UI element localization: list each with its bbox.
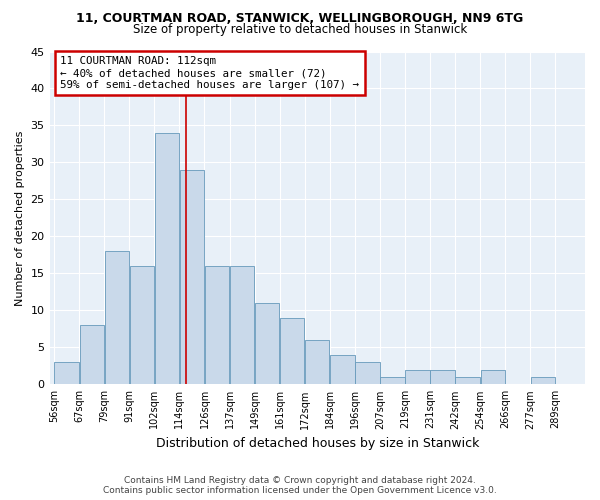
Bar [255,303,280,384]
X-axis label: Distribution of detached houses by size in Stanwick: Distribution of detached houses by size … [155,437,479,450]
Bar [280,318,304,384]
Bar [80,325,104,384]
Text: Contains HM Land Registry data © Crown copyright and database right 2024.
Contai: Contains HM Land Registry data © Crown c… [103,476,497,495]
Bar [430,370,455,384]
Bar [305,340,329,384]
Bar [355,362,380,384]
Bar [155,133,179,384]
Bar [330,354,355,384]
Bar [406,370,430,384]
Text: Size of property relative to detached houses in Stanwick: Size of property relative to detached ho… [133,22,467,36]
Bar [455,377,480,384]
Y-axis label: Number of detached properties: Number of detached properties [15,130,25,306]
Bar [205,266,229,384]
Bar [530,377,555,384]
Bar [481,370,505,384]
Text: 11 COURTMAN ROAD: 112sqm
← 40% of detached houses are smaller (72)
59% of semi-d: 11 COURTMAN ROAD: 112sqm ← 40% of detach… [60,56,359,90]
Bar [380,377,404,384]
Text: 11, COURTMAN ROAD, STANWICK, WELLINGBOROUGH, NN9 6TG: 11, COURTMAN ROAD, STANWICK, WELLINGBORO… [76,12,524,26]
Bar [55,362,79,384]
Bar [130,266,154,384]
Bar [104,251,129,384]
Bar [180,170,204,384]
Bar [230,266,254,384]
